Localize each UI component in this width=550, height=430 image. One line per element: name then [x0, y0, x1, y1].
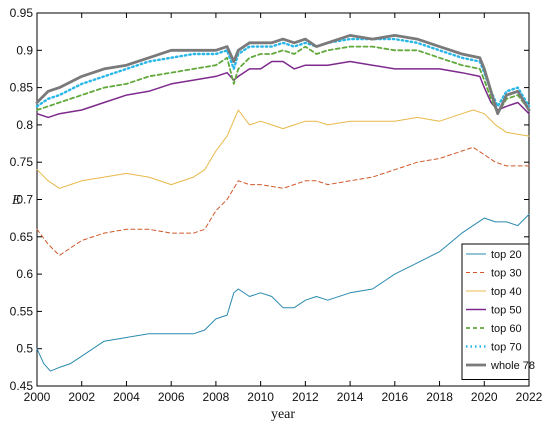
x-tick-label: 2000: [24, 390, 51, 404]
y-tick-label: 0.6: [16, 267, 33, 281]
y-tick-label: 0.75: [10, 155, 34, 169]
legend-label: top 50: [491, 305, 522, 317]
legend-label: whole 78: [490, 360, 535, 372]
series-line-top-60: [36, 45, 530, 115]
y-tick-label: 0.55: [10, 304, 34, 318]
series-line-whole-78: [35, 34, 531, 116]
series-line-top-20: [36, 213, 530, 372]
x-tick-label: 2004: [113, 390, 140, 404]
y-tick-label: 0.8: [16, 118, 33, 132]
y-tick-label: 0.9: [16, 43, 33, 57]
y-tick-label: 0.5: [16, 342, 33, 356]
x-tick-label: 2008: [203, 390, 230, 404]
y-tick-label: 0.45: [10, 379, 34, 393]
y-tick-label: 0.95: [10, 6, 34, 20]
x-tick-label: 2014: [337, 390, 364, 404]
legend: top 20 top 30 top 40 top 50 top 60 top 70 whol…: [461, 243, 535, 380]
legend-label: top 30: [491, 268, 522, 280]
series-lines: [35, 34, 531, 372]
plot-area: [36, 12, 530, 387]
y-axis-title: E: [11, 193, 21, 208]
x-tick-label: 2018: [426, 390, 453, 404]
x-tick-label: 2020: [471, 390, 498, 404]
x-tick-label: 2016: [381, 390, 408, 404]
y-tick-label: 0.85: [10, 81, 34, 95]
x-tick-label: 2006: [158, 390, 185, 404]
legend-label: top 70: [491, 342, 522, 354]
legend-label: top 40: [491, 286, 522, 298]
legend-label: top 20: [491, 249, 522, 261]
y-tick-label: 0.7: [16, 193, 33, 207]
x-axis-ticks: 2000 2002 2004 2006 2008 2010 2012 2014 2016 2018…: [24, 13, 543, 404]
x-axis-title: year: [271, 407, 295, 422]
x-tick-label: 2002: [68, 390, 95, 404]
y-tick-label: 0.65: [10, 230, 34, 244]
series-line-top-40: [36, 109, 530, 189]
x-tick-label: 2022: [516, 390, 543, 404]
y-axis-ticks: 0.45 0.5 0.55 0.6 0.65 0.7 0.75 0.8 0.85 0.9 0.95: [10, 6, 529, 393]
series-line-top-30: [36, 146, 530, 256]
x-tick-label: 2010: [247, 390, 274, 404]
series-line-top-70: [35, 37, 531, 108]
legend-box: [461, 243, 530, 380]
legend-label: top 60: [491, 323, 522, 335]
series-line-top-50: [36, 60, 530, 119]
x-tick-label: 2012: [292, 390, 319, 404]
